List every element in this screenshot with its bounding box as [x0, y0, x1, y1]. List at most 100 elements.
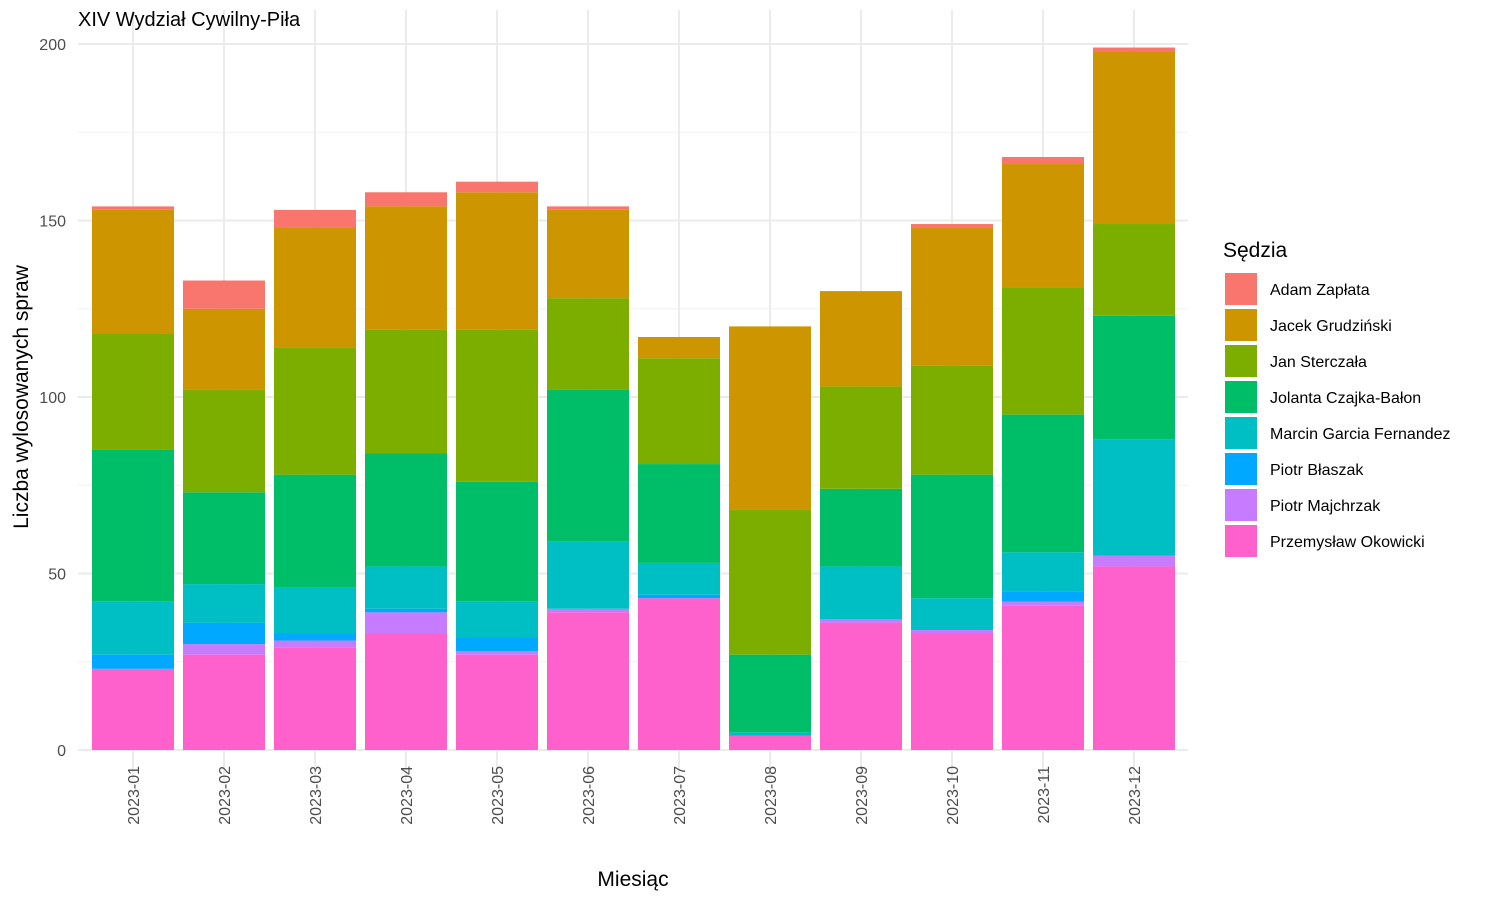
- bar-segment: [365, 192, 447, 207]
- bar-segment: [911, 633, 993, 750]
- bars: [92, 47, 1175, 750]
- legend-label: Jacek Grudziński: [1270, 318, 1392, 335]
- x-tick-label: 2023-01: [126, 766, 143, 825]
- bar-segment: [183, 280, 265, 309]
- bar-segment: [729, 326, 811, 510]
- bar-segment: [911, 598, 993, 630]
- bar-segment: [1002, 287, 1084, 415]
- bar-segment: [911, 474, 993, 599]
- bar-segment: [274, 633, 356, 641]
- bar-segment: [274, 209, 356, 228]
- bar-segment: [183, 492, 265, 585]
- bar-segment: [547, 206, 629, 210]
- bar-segment: [638, 562, 720, 595]
- legend-swatch: [1225, 417, 1257, 449]
- bar-segment: [274, 227, 356, 348]
- bar-segment: [183, 308, 265, 390]
- bar-segment: [820, 566, 902, 620]
- x-tick-label: 2023-04: [399, 766, 416, 825]
- x-tick-label: 2023-05: [490, 766, 507, 825]
- bar-segment: [729, 735, 811, 750]
- y-tick-label: 100: [39, 390, 66, 407]
- bar-segment: [1093, 224, 1175, 316]
- y-tick-label: 50: [48, 567, 66, 584]
- bar-segment: [365, 329, 447, 454]
- x-tick-label: 2023-11: [1036, 766, 1053, 824]
- legend-label: Piotr Majchrzak: [1270, 498, 1381, 515]
- bar-segment: [456, 192, 538, 330]
- bar-segment: [92, 654, 174, 669]
- bar-segment: [274, 640, 356, 648]
- x-tick-label: 2023-08: [763, 766, 780, 825]
- chart-title: XIV Wydział Cywilny-Piła: [78, 9, 301, 31]
- x-tick-label: 2023-03: [308, 766, 325, 825]
- bar-segment: [820, 386, 902, 489]
- bar-segment: [547, 541, 629, 609]
- bar-segment: [183, 584, 265, 623]
- bar-segment: [456, 601, 538, 638]
- bar-segment: [911, 629, 993, 634]
- bar-segment: [1002, 414, 1084, 553]
- bar-segment: [638, 598, 720, 750]
- bar-segment: [92, 601, 174, 655]
- bar-segment: [729, 509, 811, 655]
- legend-title: Sędzia: [1223, 239, 1288, 262]
- x-tick-label: 2023-06: [581, 766, 598, 825]
- bar-segment: [820, 291, 902, 387]
- bar-segment: [92, 449, 174, 602]
- x-tick-label: 2023-02: [217, 766, 234, 825]
- bar-segment: [1093, 51, 1175, 225]
- bar-segment: [183, 654, 265, 750]
- x-tick-label: 2023-07: [672, 766, 689, 825]
- bar-segment: [1002, 601, 1084, 606]
- bar-segment: [1093, 555, 1175, 567]
- y-tick-label: 200: [39, 37, 66, 54]
- bar-segment: [547, 298, 629, 390]
- y-axis-label: Liczba wylosowanych spraw: [10, 264, 33, 529]
- y-tick-label: 0: [57, 743, 66, 760]
- bar-segment: [456, 651, 538, 655]
- legend-swatch: [1225, 489, 1257, 521]
- bar-segment: [820, 622, 902, 750]
- bar-segment: [547, 612, 629, 750]
- bar-segment: [183, 622, 265, 645]
- bar-segment: [274, 647, 356, 750]
- bar-segment: [92, 333, 174, 450]
- bar-segment: [365, 453, 447, 567]
- bar-segment: [365, 566, 447, 609]
- bar-segment: [456, 654, 538, 750]
- bar-segment: [365, 608, 447, 613]
- bar-segment: [365, 206, 447, 330]
- legend-swatch: [1225, 345, 1257, 377]
- bar-segment: [183, 644, 265, 655]
- bar-segment: [274, 474, 356, 588]
- legend-label: Jolanta Czajka-Bałon: [1270, 390, 1421, 407]
- bar-segment: [638, 336, 720, 359]
- x-tick-label: 2023-09: [854, 766, 871, 825]
- legend-swatch: [1225, 525, 1257, 557]
- bar-segment: [1002, 591, 1084, 602]
- bar-segment: [1002, 552, 1084, 592]
- bar-segment: [365, 633, 447, 750]
- bar-segment: [820, 619, 902, 623]
- bar-segment: [1002, 605, 1084, 750]
- bar-segment: [1093, 47, 1175, 52]
- bar-segment: [1093, 566, 1175, 750]
- bar-segment: [92, 668, 174, 750]
- x-tick-label: 2023-12: [1127, 766, 1144, 825]
- bar-segment: [1002, 156, 1084, 165]
- bar-segment: [1002, 164, 1084, 288]
- legend-label: Przemysław Okowicki: [1270, 534, 1425, 551]
- legend-swatch: [1225, 381, 1257, 413]
- bar-segment: [547, 608, 629, 613]
- bar-segment: [547, 209, 629, 299]
- x-axis-label: Miesiąc: [597, 868, 668, 891]
- bar-segment: [911, 365, 993, 475]
- bar-segment: [911, 227, 993, 366]
- bar-segment: [274, 347, 356, 475]
- y-tick-label: 150: [39, 214, 66, 231]
- bar-segment: [547, 389, 629, 542]
- bar-segment: [456, 481, 538, 602]
